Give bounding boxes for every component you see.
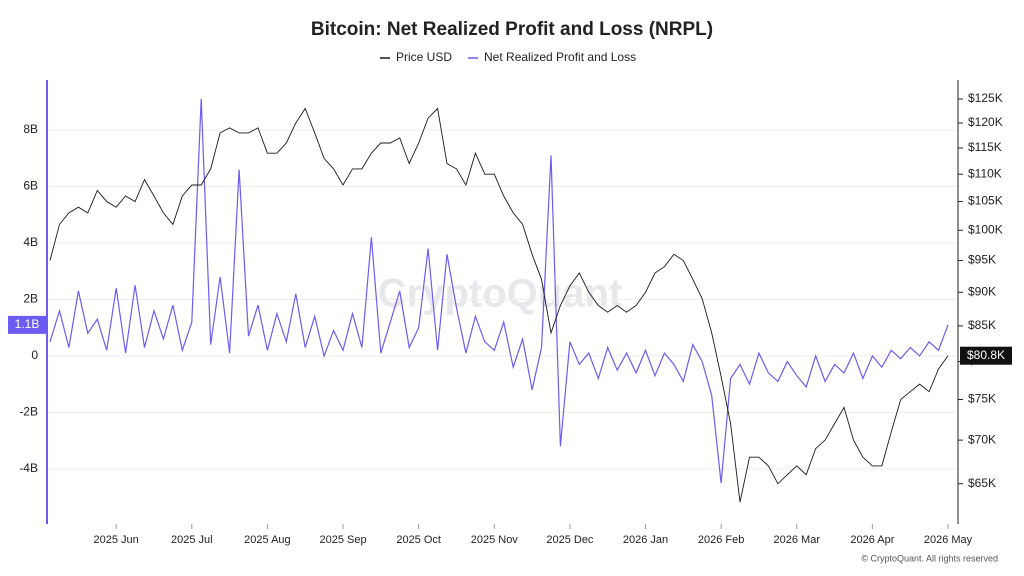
y-tick-label: 6B [23,179,38,193]
y2-tick-label: $85K [968,318,996,332]
series-line [49,98,949,484]
legend-label: Price USD [396,50,452,64]
legend-label: Net Realized Profit and Loss [484,50,636,64]
y2-tick-label: $120K [968,115,1003,129]
y2-tick-label: $105K [968,194,1003,208]
footer: © CryptoQuant. All rights reserved [861,553,998,563]
y2-tick-label: $110K [968,166,1002,180]
last-value-box [8,315,46,334]
last-value-label: $80.8K [967,348,1005,362]
y2-tick-label: $100K [968,222,1003,236]
x-tick-label: 2026 Apr [850,534,894,546]
y-tick-label: 0 [31,348,38,362]
y-tick-label: 4B [23,235,38,249]
last-value-label: 1.1B [15,317,40,331]
series-line [49,107,949,503]
x-tick-label: 2026 Feb [698,534,744,546]
x-tick-label: 2025 Sep [319,534,366,546]
y2-tick-label: $95K [968,253,996,267]
x-tick-label: 2025 Nov [471,534,519,546]
x-tick-label: 2025 Dec [546,534,594,546]
y-tick-label: 2B [23,292,38,306]
x-tick-label: 2025 Oct [396,534,441,546]
x-tick-label: 2025 Jul [171,534,213,546]
y-tick-label: -2B [19,405,38,419]
watermark: CryptoQuant [378,272,622,316]
x-tick-label: 2025 Jun [94,534,139,546]
y-tick-label: -4B [19,461,38,475]
y2-tick-label: $65K [968,476,996,490]
y-tick-label: 8B [23,122,38,136]
chart-title: Bitcoin: Net Realized Profit and Loss (N… [311,19,713,40]
y2-tick-label: $125K [968,91,1003,105]
y2-tick-label: $115K [968,140,1002,154]
x-tick-label: 2026 Jan [623,534,668,546]
y2-tick-label: $70K [968,432,996,446]
x-tick-label: 2026 Mar [774,534,821,546]
x-tick-label: 2026 May [924,534,973,546]
x-tick-label: 2025 Aug [244,534,291,546]
y2-tick-label: $90K [968,284,996,298]
y2-tick-label: $75K [968,392,996,406]
last-value-box [960,346,1012,365]
